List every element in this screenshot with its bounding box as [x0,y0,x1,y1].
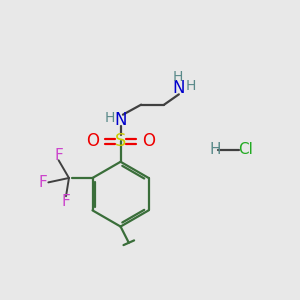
Text: H: H [186,79,196,93]
Text: N: N [114,111,127,129]
Text: F: F [38,175,47,190]
Text: S: S [115,132,126,150]
Text: F: F [54,148,63,164]
Text: H: H [209,142,220,158]
Text: O: O [86,132,99,150]
Text: O: O [142,132,155,150]
Text: Cl: Cl [238,142,253,158]
Text: H: H [173,70,184,84]
Text: F: F [61,194,70,209]
Text: N: N [172,80,185,98]
Text: H: H [105,112,116,125]
